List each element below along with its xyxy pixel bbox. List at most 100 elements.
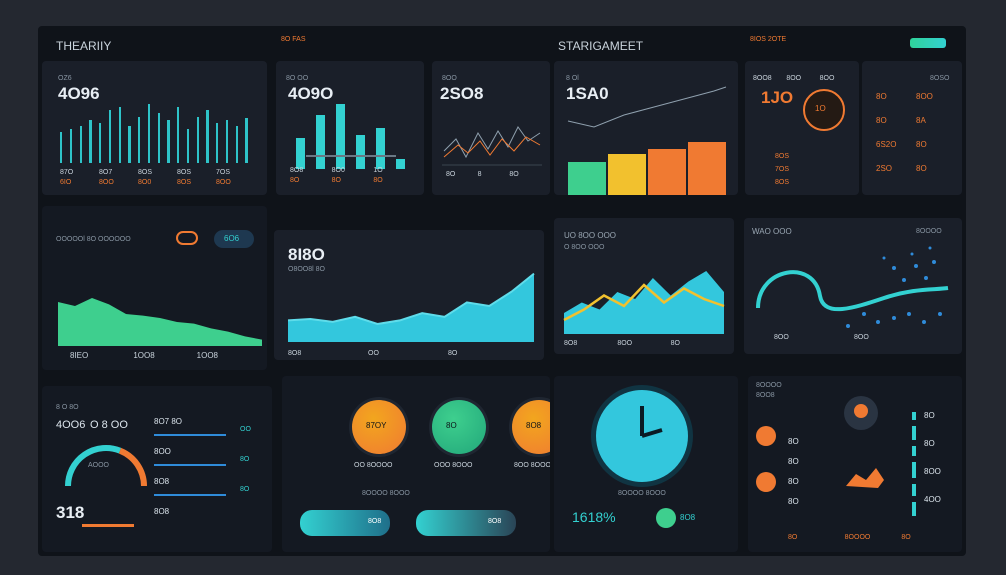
bar-group xyxy=(60,101,255,163)
foot-row-2: 8O 8O 8O xyxy=(290,177,415,187)
area-fill xyxy=(564,271,724,334)
panel-value: 8I8O xyxy=(288,245,325,264)
area-chart xyxy=(563,271,725,334)
status-toggle[interactable] xyxy=(910,38,946,48)
list-item: 4OO xyxy=(924,495,941,504)
foot-label: 8O0 xyxy=(138,179,152,186)
foot-label: 8OS xyxy=(177,169,192,176)
list-item: 2SO xyxy=(876,164,893,173)
foot-row-2: 6IO 8OO 8O0 8OS 8OO xyxy=(60,179,255,189)
bar xyxy=(89,119,92,163)
foot-label: 87O xyxy=(60,169,74,176)
foot-label: 8O xyxy=(331,177,341,184)
foot-row: 8O 8 8O xyxy=(446,171,541,181)
bar xyxy=(296,138,305,169)
foot-label: 8OS xyxy=(177,179,192,186)
area-line xyxy=(287,272,535,326)
foot-label: 8O xyxy=(290,177,300,184)
bar xyxy=(648,149,686,195)
row-tag: 8O xyxy=(240,456,250,463)
circle-row: 87OY OO 8OOOO 8O OOO 8OOO 8O8 8OO 8OOO xyxy=(302,400,550,500)
bar xyxy=(177,107,180,163)
kpi-circle[interactable] xyxy=(512,400,550,454)
list-item: 8O xyxy=(924,411,935,420)
list-item: 8O xyxy=(876,92,887,101)
bar xyxy=(316,114,325,169)
row-underline xyxy=(154,434,226,436)
foot-label: 8IEO xyxy=(70,351,89,360)
list-item: 8OS xyxy=(775,153,790,160)
bar xyxy=(79,125,82,163)
kpi-value: 8O8 xyxy=(526,421,542,430)
row-tag: 8O xyxy=(240,486,250,493)
action-button-2[interactable] xyxy=(416,510,516,536)
list-item: 8O xyxy=(788,497,799,506)
area-chart xyxy=(287,272,535,342)
kpi-circle[interactable] xyxy=(432,400,486,454)
bar xyxy=(396,158,405,169)
divider xyxy=(306,155,396,157)
list-item: 8O xyxy=(788,457,799,466)
orange-dot xyxy=(756,426,776,446)
panel-label: UO 8OO OOO xyxy=(564,231,617,240)
status-dot xyxy=(656,508,676,528)
panel-value: 4OO6 xyxy=(56,419,86,431)
foot-label: 8O xyxy=(448,350,458,357)
list-item: 8O xyxy=(788,437,799,446)
clock-hands xyxy=(640,406,663,438)
list-item: 8O8 xyxy=(154,477,170,486)
area-chart xyxy=(58,298,262,346)
row-list: 8O 8O 6S2O 2SO 8OO 8A 8O 8O xyxy=(876,93,956,193)
list-value: 8OO xyxy=(916,92,933,101)
action-button-1[interactable] xyxy=(300,510,390,536)
foot-label: 8OO8 xyxy=(753,75,772,82)
foot-row: 8O8 OO 8O xyxy=(288,350,528,360)
label-row: 8OO8 8OO 8OO xyxy=(753,75,853,85)
panel-label: 8O OO xyxy=(286,75,309,82)
foot-row: 8IEO 1OO8 1OO8 xyxy=(70,352,260,364)
gauge-ring xyxy=(803,89,845,131)
panel-bars-1: OZ6 4O96 87O 8O7 8OS 8OS 7OS 6IO 8OO 8O0 8OS 8OO xyxy=(42,61,267,195)
avatar-dot xyxy=(854,404,868,418)
bar xyxy=(128,125,131,163)
list-item: 7OS xyxy=(775,166,790,173)
list-item: 8O xyxy=(924,439,935,448)
panel-stacked: 8 Ol 1SA0 xyxy=(554,61,738,195)
panel-caption: 8OOOO 8OOO xyxy=(362,490,410,497)
bar xyxy=(108,110,112,163)
list-value: 8A xyxy=(916,116,926,125)
foot-label: 8OS xyxy=(138,169,153,176)
panel-label: OZ6 xyxy=(58,75,72,82)
foot-label: 1O xyxy=(373,167,383,174)
kpi-value: 8O xyxy=(446,421,457,430)
list-item: 8OO xyxy=(924,467,941,476)
foot-label: 8O7 xyxy=(99,169,113,176)
foot-label: 8O0 xyxy=(331,167,345,174)
panel-value: 4O9O xyxy=(288,84,334,103)
bar xyxy=(245,118,248,163)
bar-group xyxy=(568,121,728,195)
list-item: 8OO xyxy=(154,447,171,456)
panel-line-1: 8OO 2SO8 8O 8 8O xyxy=(432,61,550,195)
bar xyxy=(608,154,646,195)
panel-value-2: 318 xyxy=(56,503,85,522)
row-list: 8OS 7OS 8OS xyxy=(775,153,855,193)
bar xyxy=(235,125,238,163)
row-tag: OO xyxy=(240,426,251,433)
panel-sub: 8OO8 xyxy=(756,392,775,399)
kpi-label: OOO 8OOO xyxy=(434,462,473,469)
toggle-pill[interactable] xyxy=(214,230,254,248)
panel-scatter: WAO OOO 8OOOO 8OO 8OO xyxy=(744,218,962,354)
area-fill xyxy=(288,273,534,342)
panel-label: 8 Ol xyxy=(566,75,579,82)
scatter-chart xyxy=(756,246,949,328)
panel-tag: 8OOOO xyxy=(916,228,942,235)
panel-value: 1JO xyxy=(761,88,794,107)
series-line xyxy=(563,283,725,322)
panel-sub: O 8 OO xyxy=(90,419,128,431)
bar xyxy=(157,113,160,163)
foot-label: 8OOOO xyxy=(844,534,871,541)
kpi-circle[interactable] xyxy=(352,400,406,454)
panel-sub: O 8OO OOO xyxy=(564,244,605,251)
gauge-label: AOOO xyxy=(88,462,110,469)
